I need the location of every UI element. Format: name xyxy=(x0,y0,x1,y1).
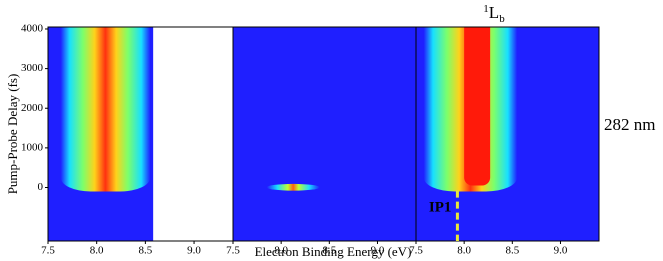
heatmap-background xyxy=(233,27,416,241)
state-sup: 1 xyxy=(483,3,489,15)
signal-blob xyxy=(266,183,320,191)
x-tick-label: 8.0 xyxy=(274,245,288,257)
wavelength-label: 282 nm xyxy=(604,115,655,134)
y-tick-label: 1000 xyxy=(21,141,44,153)
state: L xyxy=(489,3,499,22)
x-axis-label: Electron Binding Energy (eV) xyxy=(255,244,412,259)
y-tick-label: 4000 xyxy=(21,23,44,35)
y-tick-label: 2000 xyxy=(21,102,44,114)
x-tick-label: 8.0 xyxy=(457,245,471,257)
y-tick-label: 3000 xyxy=(21,62,44,74)
state-label: 1Lb xyxy=(483,3,505,25)
y-tick-label: 0 xyxy=(38,181,44,193)
x-tick-label: 9.0 xyxy=(187,245,201,257)
x-tick-label: 7.5 xyxy=(41,245,55,257)
state-sub: b xyxy=(499,13,505,25)
x-tick-label: 8.0 xyxy=(90,245,104,257)
x-tick-label: 8.5 xyxy=(322,245,336,257)
x-tick-label: 9.0 xyxy=(554,245,568,257)
x-tick-label: 7.5 xyxy=(226,245,240,257)
y-axis-label: Pump-Probe Delay (fs) xyxy=(5,74,20,195)
ip-label: IP1 xyxy=(429,199,452,215)
x-tick-label: 7.5 xyxy=(409,245,423,257)
x-tick-label: 8.5 xyxy=(138,245,152,257)
x-tick-label: 9.0 xyxy=(371,245,385,257)
x-tick-label: 8.5 xyxy=(505,245,519,257)
panel-frame xyxy=(415,26,600,242)
signal-group xyxy=(423,27,518,192)
signal-group xyxy=(60,27,151,192)
signal-band xyxy=(60,27,151,192)
signal-core xyxy=(464,27,491,186)
